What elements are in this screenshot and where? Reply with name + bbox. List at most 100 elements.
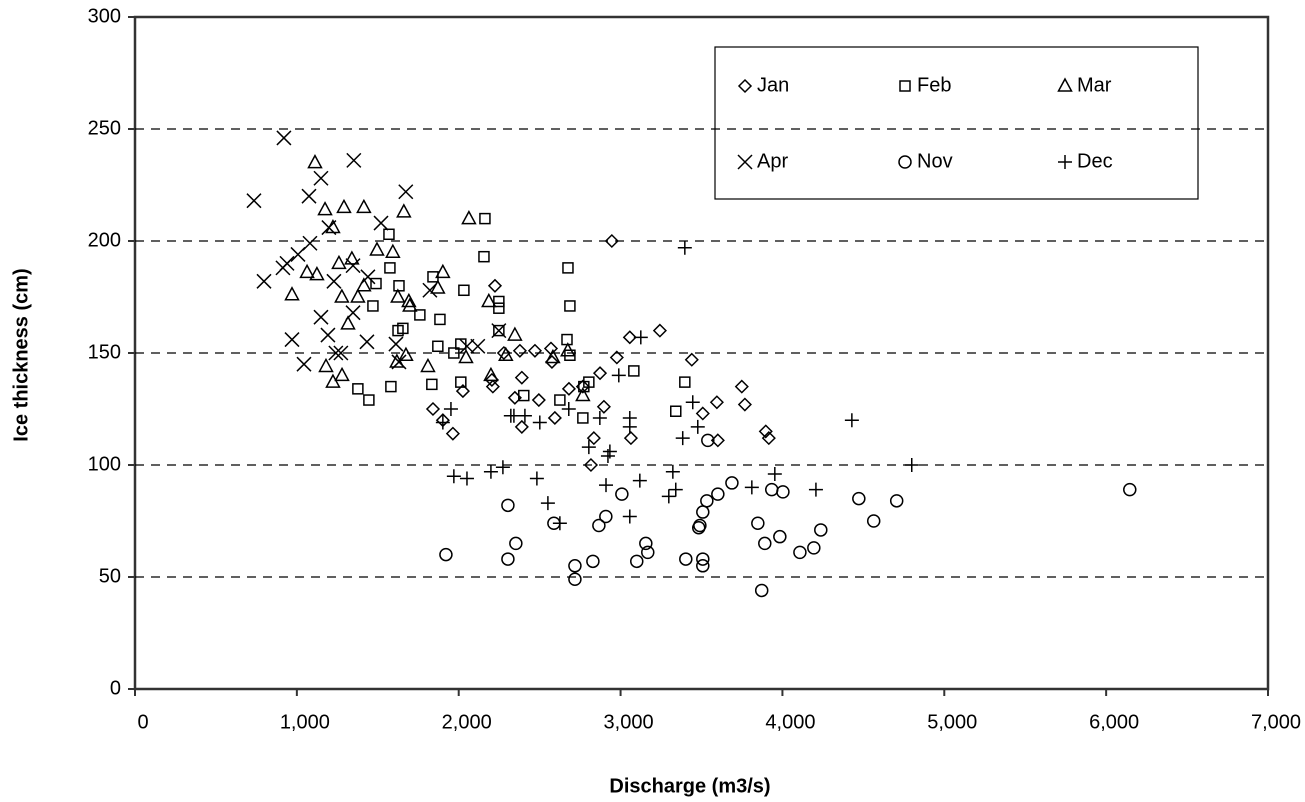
point: [583, 457, 599, 473]
point: [737, 397, 752, 412]
point: [396, 203, 412, 218]
point: [554, 394, 566, 406]
y-tick-label: 250: [88, 117, 121, 139]
point: [679, 552, 693, 566]
point: [334, 366, 350, 382]
point: [751, 516, 765, 530]
point: [313, 170, 329, 186]
point: [628, 365, 640, 377]
point: [501, 552, 515, 566]
point: [547, 410, 562, 426]
point: [458, 348, 474, 364]
point: [677, 240, 692, 255]
point: [633, 330, 648, 345]
point: [632, 473, 647, 488]
point: [514, 419, 529, 434]
point: [758, 536, 772, 551]
legend-label: Feb: [917, 74, 951, 96]
point: [296, 356, 312, 372]
point: [317, 201, 333, 216]
point: [483, 464, 498, 479]
point: [459, 338, 475, 354]
point: [401, 292, 417, 308]
point: [435, 263, 451, 279]
x-axis-title: Discharge (m3/s): [609, 775, 770, 797]
point: [623, 431, 638, 446]
point: [392, 324, 404, 337]
point: [904, 458, 919, 472]
legend-marker: [899, 80, 911, 92]
point: [514, 370, 529, 385]
point: [561, 381, 576, 396]
point: [398, 346, 414, 361]
point: [754, 583, 769, 598]
point: [518, 389, 530, 402]
point: [734, 379, 749, 394]
point: [301, 188, 317, 204]
point: [586, 554, 600, 569]
point: [455, 376, 467, 388]
point: [679, 376, 691, 388]
point: [506, 408, 521, 423]
point: [744, 480, 759, 495]
point: [246, 193, 262, 209]
point: [622, 330, 637, 345]
point: [321, 220, 337, 236]
point: [592, 366, 608, 381]
point: [685, 395, 700, 410]
point: [767, 466, 782, 481]
point: [690, 419, 705, 434]
point: [435, 415, 450, 430]
point: [345, 305, 361, 321]
point: [443, 402, 458, 416]
legend-box: [714, 46, 1199, 200]
point: [299, 263, 315, 279]
point: [367, 300, 379, 312]
point: [352, 383, 364, 395]
x-tick-label: 5,000: [927, 711, 977, 733]
point: [359, 334, 375, 350]
legend-marker: [1057, 77, 1073, 92]
point: [458, 284, 470, 297]
point: [414, 309, 426, 321]
point: [487, 278, 503, 293]
point: [509, 536, 523, 551]
legend-label: Nov: [917, 150, 953, 172]
point: [455, 384, 470, 399]
point: [383, 228, 395, 241]
point: [284, 286, 300, 301]
point: [561, 402, 576, 416]
point: [568, 572, 582, 586]
point: [577, 412, 589, 424]
point: [599, 509, 613, 524]
point: [527, 343, 543, 358]
y-axis-title: Ice thickness (cm): [10, 268, 32, 441]
point: [318, 357, 334, 373]
y-tick-label: 300: [88, 5, 121, 27]
point: [455, 338, 467, 350]
legend-label: Apr: [757, 150, 788, 172]
point: [615, 487, 629, 501]
point: [485, 379, 500, 394]
point: [479, 212, 491, 225]
point: [758, 424, 773, 439]
point: [641, 545, 655, 560]
point: [432, 340, 444, 353]
y-tick-label: 200: [88, 229, 121, 251]
y-tick-label: 50: [99, 565, 121, 587]
x-tick-label: 3,000: [604, 711, 654, 733]
point: [360, 269, 376, 285]
point: [684, 352, 699, 367]
point: [320, 327, 336, 343]
point: [445, 426, 460, 441]
point: [370, 277, 382, 290]
point: [668, 482, 683, 497]
point: [814, 523, 828, 537]
point: [696, 505, 710, 519]
x-tick-label: 0: [137, 711, 148, 733]
point: [483, 366, 499, 382]
point: [691, 520, 706, 535]
x-tick-label: 4,000: [765, 711, 815, 733]
point: [493, 324, 505, 337]
